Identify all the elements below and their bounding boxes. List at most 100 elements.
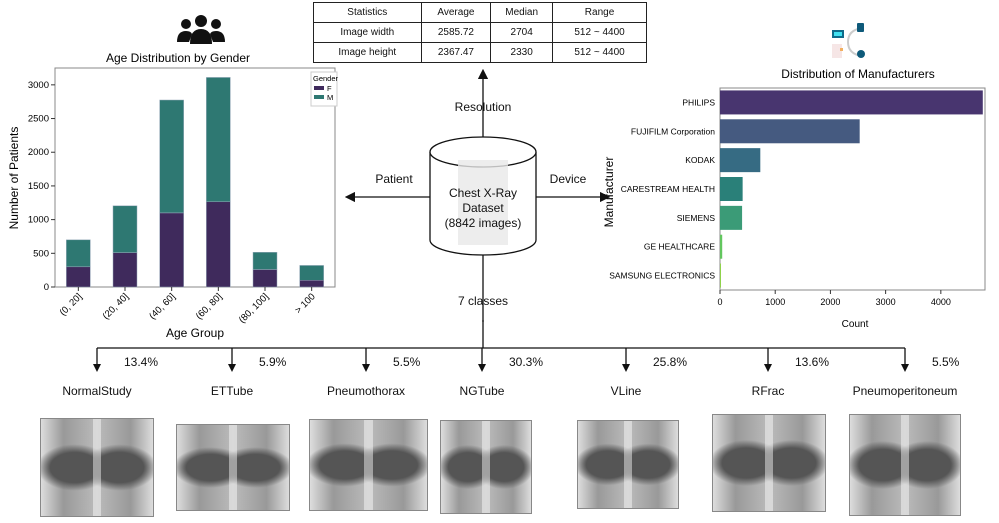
class-percentage: 5.5% [393,355,421,369]
class-name: NGTube [459,384,505,398]
chest-xray-image [440,420,532,514]
class-name: Pneumothorax [326,384,406,398]
bar-F [206,201,231,288]
device-label: Device [549,172,587,186]
y-tick-label: 1000 [28,215,49,226]
class-name: VLine [610,384,642,398]
table-header: Range [552,2,647,23]
x-axis-label: Count [842,319,869,330]
arrow-down-icon [764,364,772,372]
bar-F [66,266,91,288]
classes-label: 7 classes [457,294,509,308]
table-cell: 2367.47 [420,42,492,63]
bar-F [159,212,184,288]
x-tick-label: 2000 [820,297,840,307]
x-tick-label: (20, 40] [101,291,132,322]
chest-xray-image [309,419,428,511]
x-tick-label: 4000 [931,297,951,307]
people-group-icon [177,15,225,44]
chest-xray-image [712,414,826,512]
y-tick-label: 2500 [28,114,49,125]
y-tick-label: 0 [44,282,49,293]
class-percentage: 13.6% [795,355,830,369]
plot-frame [54,67,336,288]
x-tick-label: 0 [717,297,722,307]
svg-text:Gender: Gender [313,74,339,83]
arrow-down-icon [362,364,370,372]
class-percentage: 13.4% [124,355,159,369]
arrow-down-icon [478,364,486,372]
class-name: RFrac [751,384,785,398]
arrow-down-icon [93,364,101,372]
bar-F [112,252,138,288]
table-header-row: Statistics Average Median Range [313,2,647,23]
chest-xray-image [40,418,154,517]
table-header: Average [420,2,492,23]
y-tick-label: SAMSUNG ELECTRONICS [609,271,715,281]
y-tick-label: SIEMENS [677,213,716,223]
y-tick-label: PHILIPS [682,97,715,107]
table-cell: Image height [313,42,422,63]
class-name: ETTube [210,384,254,398]
plot-frame [719,87,986,291]
bar-samsung-electronics [720,263,721,288]
class-name: Pneumoperitoneum [852,384,958,398]
y-tick-label: 500 [33,248,49,259]
class-branches [93,320,909,372]
bar-kodak [720,148,761,173]
y-tick-label: 3000 [28,80,49,91]
class-percentage: 25.8% [653,355,688,369]
resolution-stats-table: Statistics Average Median Range Image wi… [313,2,647,63]
y-tick-label: 2000 [28,147,49,158]
y-tick-label: GE HEALTHCARE [644,242,715,252]
x-axis-label: Age Group [166,326,224,340]
table-cell: 2585.72 [420,22,492,43]
legend-label: F [327,84,332,93]
database-cylinder-icon [429,136,537,256]
table-header: Median [490,2,554,23]
arrow-down-icon [901,364,909,372]
y-tick-label: FUJIFILM Corporation [631,126,715,136]
class-percentage: 5.9% [259,355,287,369]
chest-xray-image [577,420,679,509]
arrow-down-icon [622,364,630,372]
dataset-flow-diagram [344,68,611,322]
table-cell: 2330 [490,42,554,63]
bar-M [112,205,138,253]
resolution-label: Resolution [454,100,512,114]
bar-fujifilm-corporation [720,119,860,144]
dataset-title: Chest X-Ray [448,186,518,200]
class-percentage: 30.3% [509,355,544,369]
bar-M [299,265,324,281]
chest-xray-image [176,424,290,511]
legend-swatch [314,86,324,90]
y-tick-label: 1500 [28,181,49,192]
bar-M [66,239,91,268]
bar-philips [720,90,983,115]
dataset-count: (8842 images) [444,216,522,230]
table-cell: 512 ~ 4400 [552,42,647,63]
bar-M [206,77,231,203]
legend-swatch [314,95,324,99]
arrow-down-icon [228,364,236,372]
bar-siemens [720,205,743,230]
x-tick-label: 1000 [765,297,785,307]
x-tick-label: (0, 20] [58,291,85,318]
x-tick-label: (40, 60] [147,291,178,322]
x-tick-label: > 100 [293,291,318,316]
bar-ge-healthcare [720,234,723,259]
chest-xray-image [849,414,961,516]
bar-carestream-health [720,177,743,201]
patient-label: Patient [375,172,413,186]
legend-label: M [327,93,333,102]
manufacturer-chart: Distribution of Manufacturers PHILIPS FUJI… [602,67,986,330]
table-cell: 512 ~ 4400 [552,22,647,43]
y-tick-label: CARESTREAM HEALTH [621,184,715,194]
dataset-title: Dataset [462,201,504,215]
table-cell: Image width [313,22,422,43]
table-header: Statistics [313,2,422,23]
chart-title: Distribution of Manufacturers [781,67,934,81]
table-row: Image width 2585.72 2704 512 ~ 4400 [313,22,647,43]
